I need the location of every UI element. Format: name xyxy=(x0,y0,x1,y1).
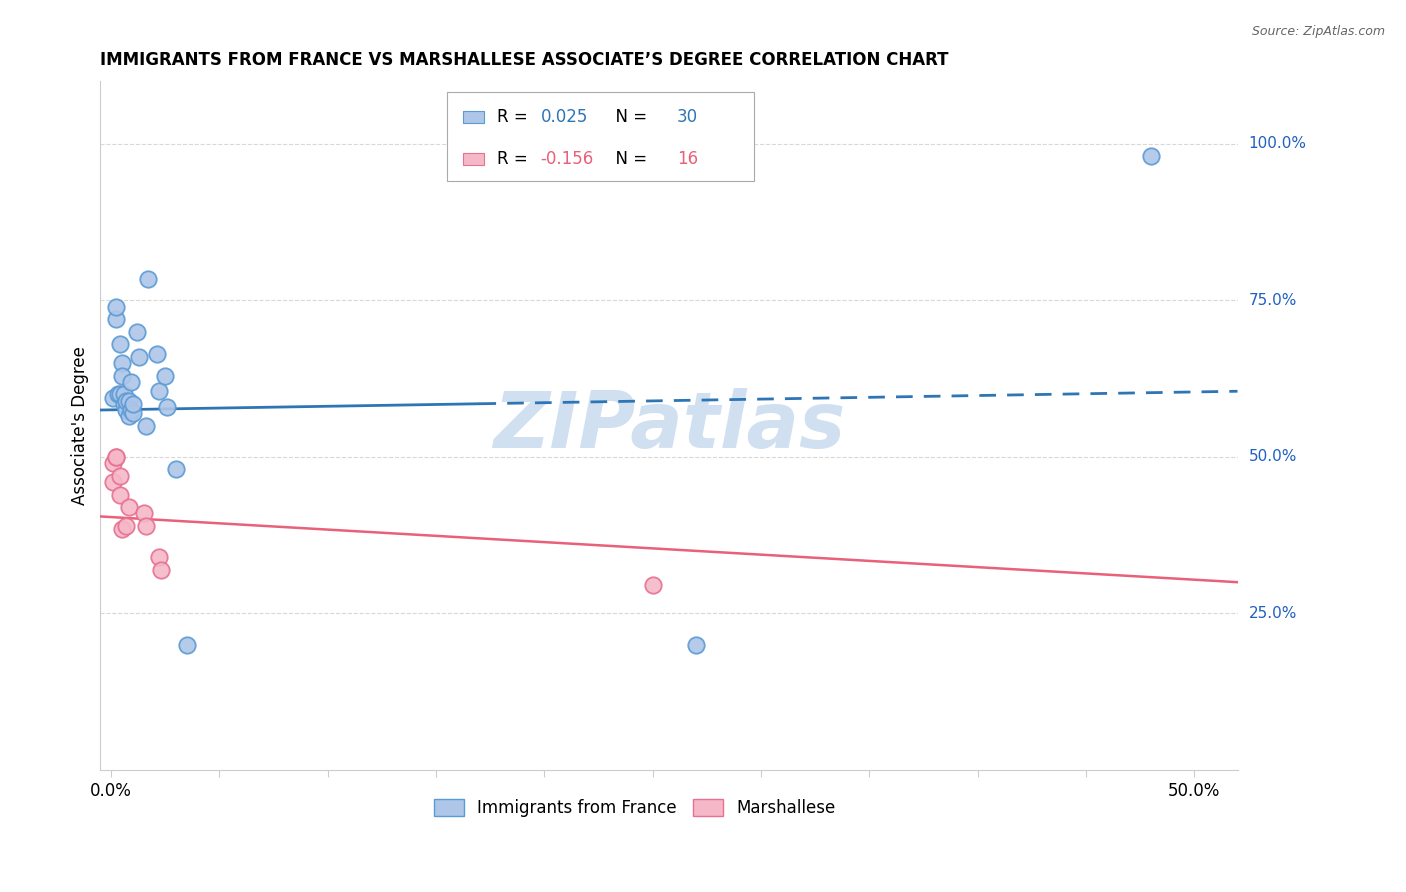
Text: 0.025: 0.025 xyxy=(540,108,588,126)
Point xyxy=(145,346,167,360)
Bar xyxy=(447,92,754,181)
Bar xyxy=(463,153,484,165)
Text: -0.156: -0.156 xyxy=(540,150,593,168)
Point xyxy=(135,418,157,433)
Point xyxy=(136,271,159,285)
Point xyxy=(108,468,131,483)
Text: 75.0%: 75.0% xyxy=(1249,293,1296,308)
Point xyxy=(176,638,198,652)
Text: 16: 16 xyxy=(676,150,697,168)
Point xyxy=(104,450,127,464)
Point xyxy=(115,393,138,408)
Text: R =: R = xyxy=(498,108,533,126)
Point xyxy=(115,403,138,417)
Point xyxy=(148,550,170,565)
Point xyxy=(103,475,125,489)
Text: N =: N = xyxy=(605,150,652,168)
Point xyxy=(121,406,143,420)
Point xyxy=(120,403,142,417)
Text: Source: ZipAtlas.com: Source: ZipAtlas.com xyxy=(1251,25,1385,38)
Text: ZIPatlas: ZIPatlas xyxy=(494,388,845,464)
Point xyxy=(104,312,127,326)
Point xyxy=(103,391,125,405)
Point xyxy=(108,387,131,401)
Point xyxy=(155,368,177,383)
Text: IMMIGRANTS FROM FRANCE VS MARSHALLESE ASSOCIATE’S DEGREE CORRELATION CHART: IMMIGRANTS FROM FRANCE VS MARSHALLESE AS… xyxy=(100,51,949,69)
Point xyxy=(104,300,127,314)
Text: 25.0%: 25.0% xyxy=(1249,606,1296,621)
Point xyxy=(108,487,131,501)
Point xyxy=(120,375,142,389)
Point xyxy=(117,409,139,424)
Point xyxy=(165,462,187,476)
Point xyxy=(117,393,139,408)
Point xyxy=(132,506,155,520)
Point xyxy=(148,384,170,399)
Point xyxy=(104,450,127,464)
Text: 30: 30 xyxy=(676,108,697,126)
Point xyxy=(111,356,134,370)
Text: N =: N = xyxy=(605,108,652,126)
Point xyxy=(121,397,143,411)
Point xyxy=(150,563,173,577)
Point xyxy=(641,578,664,592)
Bar xyxy=(463,111,484,123)
Point xyxy=(112,387,135,401)
Point xyxy=(127,325,149,339)
Legend: Immigrants from France, Marshallese: Immigrants from France, Marshallese xyxy=(427,792,842,823)
Point xyxy=(117,500,139,514)
Point xyxy=(111,368,134,383)
Point xyxy=(156,400,179,414)
Text: R =: R = xyxy=(498,150,533,168)
Point xyxy=(111,522,134,536)
Point xyxy=(128,350,150,364)
Point xyxy=(135,519,157,533)
Point xyxy=(107,387,129,401)
Point xyxy=(112,397,135,411)
Text: 50.0%: 50.0% xyxy=(1249,450,1296,465)
Point xyxy=(115,519,138,533)
Point xyxy=(1140,149,1163,163)
Point xyxy=(108,337,131,351)
Point xyxy=(685,638,707,652)
Y-axis label: Associate's Degree: Associate's Degree xyxy=(72,346,89,505)
Point xyxy=(103,456,125,470)
Text: 100.0%: 100.0% xyxy=(1249,136,1306,152)
